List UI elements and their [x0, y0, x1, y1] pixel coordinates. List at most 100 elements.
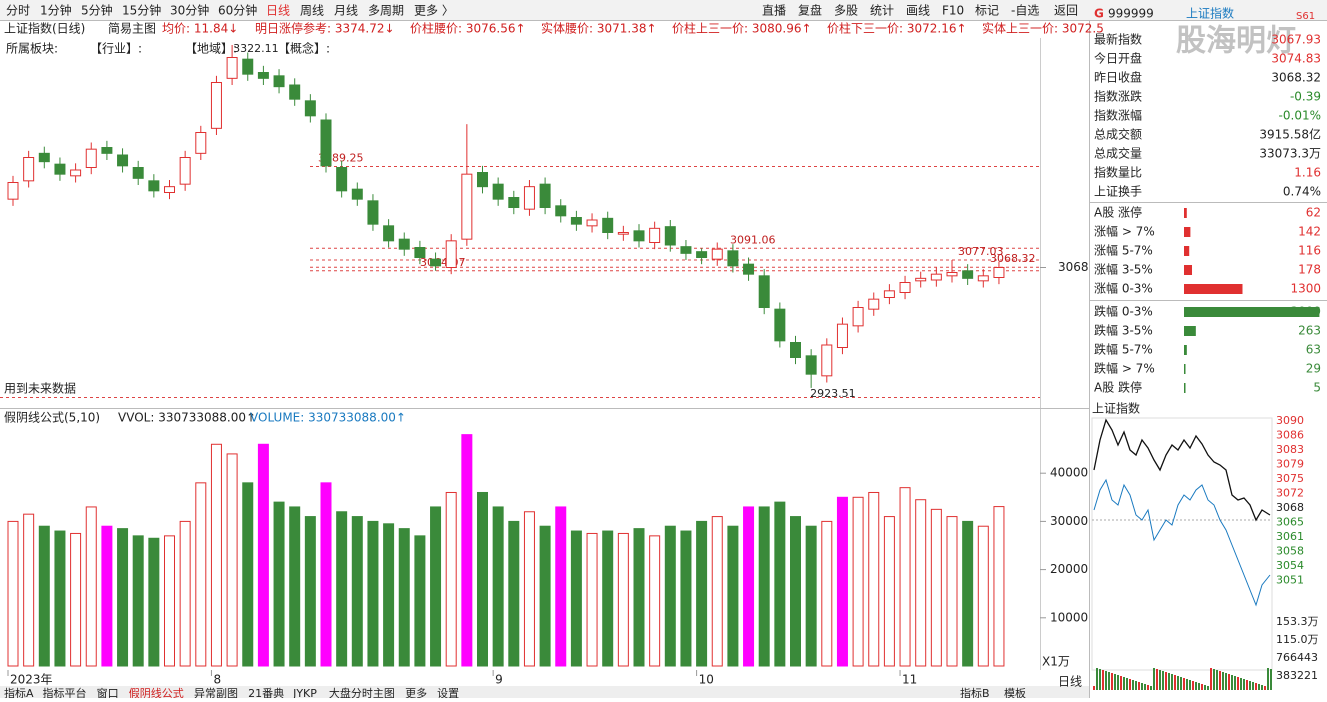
toolbar-button[interactable]: 多股 — [834, 4, 858, 18]
breadth-label: 跌幅 5-7% — [1094, 342, 1153, 357]
volume-bar — [633, 528, 645, 667]
bottom-tab[interactable]: JYKP — [292, 687, 317, 700]
toolbar-button[interactable]: 统计 — [870, 4, 894, 18]
mini-vol-bar — [1204, 685, 1206, 690]
volume-bar — [289, 506, 301, 667]
toolbar-button[interactable]: 标记 — [975, 4, 999, 18]
candle-body — [7, 182, 19, 200]
toolbar-button[interactable]: 直播 — [762, 4, 786, 18]
mini-vol-bar — [1165, 672, 1167, 690]
breadth-label: 跌幅 > 7% — [1094, 361, 1155, 376]
indicator: 实体上三一价: 3072.5 — [982, 21, 1104, 36]
volume-bar — [570, 530, 582, 667]
volume-bar — [539, 525, 551, 667]
mini-vol-bar — [1123, 677, 1125, 690]
mini-vol-bar — [1237, 677, 1239, 690]
mini-vol-bar — [1156, 669, 1158, 690]
volume-bar — [367, 520, 379, 667]
candle-body — [179, 157, 191, 185]
mini-vol-bar — [1216, 670, 1218, 690]
bottom-tab[interactable]: 假阴线公式 — [129, 686, 184, 700]
toolbar-button[interactable]: -自选 — [1011, 4, 1039, 18]
breadth-value: 142 — [1298, 225, 1321, 239]
bottom-tab[interactable]: 大盘分时主图 — [329, 686, 395, 700]
toolbar-tab[interactable]: 60分钟 — [218, 3, 257, 18]
toolbar-tab[interactable]: 周线 — [300, 4, 324, 18]
bottom-tab[interactable]: 指标B — [960, 686, 990, 700]
badge: S61 — [1296, 11, 1315, 22]
volume-bar — [320, 482, 332, 667]
stat-value: 3067.93 — [1271, 33, 1321, 47]
toolbar-tab[interactable]: 1分钟 — [40, 3, 72, 18]
toolbar-tab[interactable]: 15分钟 — [122, 3, 161, 18]
bottom-tab[interactable]: 窗口 — [97, 686, 119, 700]
volume-bar — [383, 523, 395, 667]
stat-label: 总成交额 — [1094, 127, 1142, 142]
toolbar-tab[interactable]: 30分钟 — [170, 3, 209, 18]
x-tick-label: 11 — [902, 673, 917, 687]
candle-body — [680, 246, 692, 254]
mini-vol-bar — [1213, 669, 1215, 690]
volume-title: 假阴线公式(5,10) — [4, 411, 100, 425]
candle-body — [508, 197, 520, 208]
bottom-tab[interactable]: 设置 — [437, 687, 459, 700]
breadth-value: 63 — [1306, 343, 1321, 357]
mini-vol-bar — [1174, 675, 1176, 690]
candle-body — [383, 225, 395, 242]
indicator: 均价: 11.84↓ — [162, 22, 238, 36]
toolbar-button[interactable]: 复盘 — [798, 3, 822, 18]
note: 用到未来数据 — [4, 381, 76, 396]
volume-bar — [868, 491, 880, 667]
mini-vol-bar — [1198, 683, 1200, 690]
volume-bar — [821, 520, 833, 667]
bottom-tab[interactable]: 异常副图 — [194, 687, 238, 700]
candle-body — [101, 147, 113, 154]
breadth-label: 涨幅 0-3% — [1094, 281, 1153, 296]
toolbar-tab[interactable]: 多周期 — [368, 4, 404, 18]
candle-body — [539, 183, 551, 209]
x-tick-label: 10 — [699, 673, 714, 687]
volume-unit: X1万 — [1042, 655, 1070, 669]
volume-bar — [617, 532, 629, 667]
bottom-tab[interactable]: 21番典 — [248, 686, 284, 700]
volume-bar — [117, 528, 129, 667]
indicator: 价柱下三一价: 3072.16↑ — [827, 21, 967, 36]
toolbar-button[interactable]: F10 — [942, 4, 964, 18]
stat-label: 昨日收盘 — [1094, 70, 1142, 85]
mini-vol-bar — [1243, 679, 1245, 690]
candle-body — [883, 290, 895, 299]
mini-tick: 3083 — [1276, 443, 1304, 456]
mini-vol-bar — [1120, 676, 1122, 690]
toolbar-button[interactable]: 画线 — [906, 4, 930, 18]
sector-label: 【地域】: — [185, 42, 237, 56]
mini-vol-bar — [1219, 671, 1221, 690]
mini-vol-bar — [1261, 685, 1263, 690]
toolbar-tab[interactable]: 分时 — [6, 4, 30, 18]
bottom-tab[interactable]: 更多 — [405, 686, 427, 700]
mini-vol-bar — [1228, 674, 1230, 690]
volume-bar — [445, 491, 457, 667]
mini-vol-bar — [1126, 678, 1128, 690]
candle-body — [774, 308, 786, 342]
price-level-label: 3091.06 — [730, 233, 776, 246]
toolbar-tab[interactable]: 月线 — [334, 4, 358, 18]
toolbar-tab[interactable]: 更多 〉 — [414, 4, 454, 18]
volume-bar — [790, 516, 801, 667]
bottom-tab[interactable]: 模板 — [1004, 686, 1026, 700]
toolbar-tab[interactable]: 日线 — [266, 4, 290, 18]
bottom-tab[interactable]: 指标A — [4, 686, 34, 700]
toolbar-tab[interactable]: 5分钟 — [81, 3, 113, 18]
bottom-bar — [0, 686, 1089, 698]
panel-code: 999999 — [1108, 7, 1154, 21]
volume-bar — [711, 516, 723, 667]
breadth-label: 跌幅 3-5% — [1094, 323, 1153, 338]
bottom-tab[interactable]: 指标平台 — [43, 686, 87, 700]
stat-value: 33073.3万 — [1259, 147, 1321, 161]
toolbar-button[interactable]: 返回 — [1054, 4, 1078, 18]
candle-body — [85, 148, 97, 169]
candle-body — [195, 132, 207, 154]
candle-body — [273, 75, 285, 88]
volume-bar — [461, 434, 473, 667]
breadth-value: 3009 — [1290, 305, 1321, 319]
